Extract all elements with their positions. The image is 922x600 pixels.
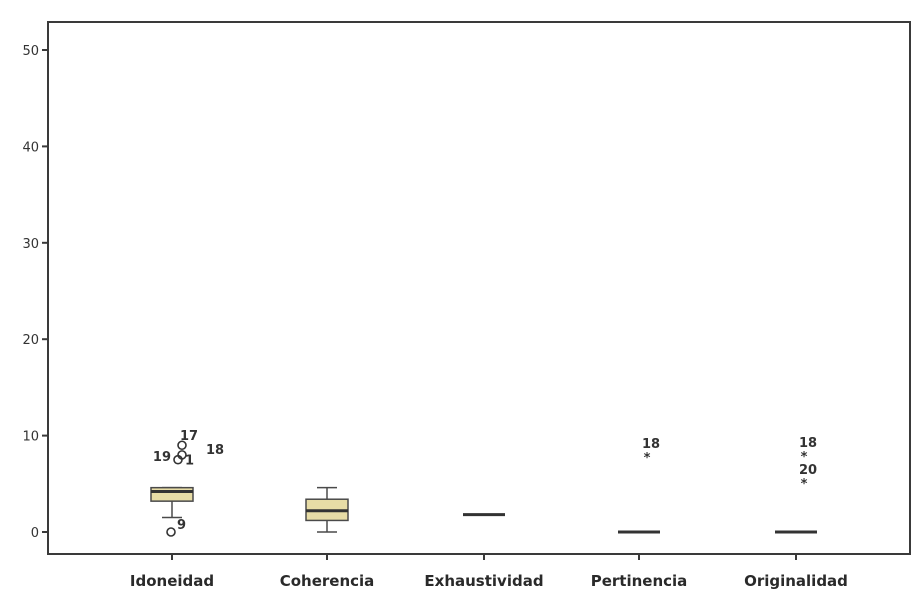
outlier-label: 1	[185, 454, 194, 469]
category-label: Originalidad	[744, 572, 848, 590]
category-label: Exhaustividad	[424, 572, 543, 590]
plot-frame	[48, 22, 910, 554]
y-tick-label: 20	[22, 333, 39, 348]
category-label: Idoneidad	[130, 572, 214, 590]
y-axis: 0 10 20 30 40 50	[22, 44, 48, 541]
extreme-marker: *	[644, 451, 651, 466]
y-tick-label: 40	[22, 140, 39, 155]
outlier-label: 18	[799, 436, 817, 451]
x-axis: Idoneidad Coherencia Exhaustividad Pertinen…	[130, 554, 848, 590]
y-tick-label: 30	[22, 237, 39, 252]
outlier-label: 19	[153, 450, 171, 465]
extreme-marker: *	[801, 477, 808, 492]
outlier-label: 17	[180, 429, 198, 444]
y-tick-label: 10	[22, 430, 39, 445]
category-label: Pertinencia	[591, 572, 688, 590]
outlier-label: 18	[642, 437, 660, 452]
box-iqr	[151, 488, 193, 501]
outlier-label: 9	[177, 518, 186, 533]
outlier-label: 20	[799, 463, 817, 478]
y-tick-label: 50	[22, 44, 39, 59]
outlier-label: 18	[206, 443, 224, 458]
y-tick-label: 0	[31, 526, 39, 541]
category-label: Coherencia	[280, 572, 375, 590]
